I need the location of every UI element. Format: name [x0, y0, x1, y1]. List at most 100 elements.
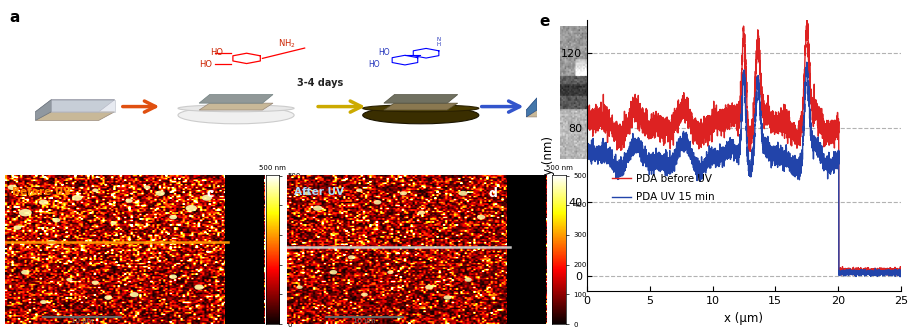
Circle shape	[53, 218, 60, 222]
Polygon shape	[526, 110, 579, 117]
Text: 500 nm: 500 nm	[799, 155, 823, 160]
Circle shape	[297, 285, 303, 289]
Circle shape	[202, 195, 212, 201]
Circle shape	[399, 191, 407, 195]
Circle shape	[92, 281, 99, 285]
PDA UV 15 min	[870, 270, 881, 274]
Circle shape	[46, 240, 56, 245]
Text: 75 nm: 75 nm	[848, 70, 868, 75]
Circle shape	[144, 185, 150, 189]
Circle shape	[21, 270, 29, 275]
Polygon shape	[35, 100, 51, 120]
Polygon shape	[35, 112, 115, 120]
Ellipse shape	[363, 105, 479, 112]
Text: 10 μm: 10 μm	[71, 318, 94, 324]
Circle shape	[425, 285, 433, 290]
Circle shape	[186, 205, 197, 212]
PDA UV 15 min	[895, 275, 905, 279]
PDA UV 15 min	[731, 150, 742, 154]
PDA before UV	[581, 111, 592, 115]
Circle shape	[443, 295, 451, 300]
Polygon shape	[384, 95, 458, 103]
Circle shape	[373, 200, 381, 205]
Text: 3-4 days: 3-4 days	[298, 78, 344, 88]
PDA UV 15 min	[713, 153, 724, 157]
Circle shape	[361, 293, 368, 297]
Circle shape	[110, 221, 116, 225]
Circle shape	[126, 199, 133, 203]
Text: d: d	[489, 187, 498, 200]
Text: NH$_2$: NH$_2$	[278, 37, 296, 50]
PDA UV 15 min	[581, 149, 592, 153]
Circle shape	[313, 206, 322, 211]
Polygon shape	[199, 103, 273, 110]
Circle shape	[92, 189, 98, 192]
Circle shape	[477, 215, 485, 219]
PDA UV 15 min	[802, 60, 813, 64]
Text: e: e	[540, 15, 551, 29]
Circle shape	[329, 270, 338, 274]
Y-axis label: y (nm): y (nm)	[542, 136, 555, 175]
Text: c: c	[207, 187, 214, 200]
PDA UV 15 min	[716, 148, 727, 152]
Text: HO: HO	[199, 60, 212, 69]
Polygon shape	[35, 100, 115, 112]
Circle shape	[39, 200, 48, 205]
Circle shape	[72, 195, 82, 201]
Line: PDA before UV: PDA before UV	[587, 11, 901, 275]
Polygon shape	[526, 98, 579, 110]
PDA UV 15 min	[810, 140, 821, 144]
Circle shape	[19, 209, 32, 216]
Ellipse shape	[178, 107, 294, 124]
Circle shape	[195, 284, 204, 290]
Circle shape	[14, 225, 22, 230]
Circle shape	[418, 211, 425, 215]
Circle shape	[169, 215, 177, 219]
Text: 500 nm: 500 nm	[259, 165, 286, 171]
Circle shape	[465, 278, 471, 282]
Circle shape	[388, 270, 393, 274]
Circle shape	[105, 295, 112, 300]
PDA before UV	[895, 269, 906, 273]
PDA before UV	[870, 268, 881, 272]
PDA before UV	[895, 273, 905, 277]
Circle shape	[356, 189, 362, 192]
Ellipse shape	[363, 107, 479, 124]
Text: 500 nm: 500 nm	[546, 165, 572, 171]
Legend: PDA before UV, PDA UV 15 min: PDA before UV, PDA UV 15 min	[608, 170, 719, 207]
Text: HO: HO	[368, 60, 379, 69]
Text: After UV: After UV	[295, 187, 344, 197]
Text: HO: HO	[209, 48, 223, 57]
Polygon shape	[51, 100, 115, 112]
Circle shape	[40, 300, 46, 304]
Polygon shape	[384, 103, 458, 110]
Circle shape	[156, 191, 165, 196]
PDA before UV	[810, 112, 821, 116]
Polygon shape	[526, 98, 537, 117]
Text: b: b	[564, 52, 572, 65]
PDA before UV	[802, 9, 813, 13]
PDA before UV	[731, 111, 742, 115]
Text: a: a	[9, 10, 19, 25]
Line: PDA UV 15 min: PDA UV 15 min	[587, 62, 901, 277]
Circle shape	[130, 292, 138, 297]
Polygon shape	[199, 95, 273, 103]
Ellipse shape	[178, 105, 294, 112]
Bar	[225, 175, 264, 324]
Circle shape	[459, 191, 468, 196]
Text: 10 μm: 10 μm	[353, 318, 376, 324]
PDA before UV	[713, 118, 724, 121]
PDA UV 15 min	[885, 271, 896, 275]
Circle shape	[7, 185, 17, 190]
Circle shape	[304, 191, 311, 195]
Circle shape	[66, 278, 73, 281]
X-axis label: x (μm): x (μm)	[724, 312, 763, 325]
PDA UV 15 min	[895, 270, 906, 274]
Text: Before UV: Before UV	[13, 187, 72, 197]
Bar	[507, 175, 546, 324]
PDA before UV	[885, 269, 896, 273]
Text: HO: HO	[379, 48, 390, 57]
Circle shape	[169, 274, 177, 279]
Text: N
H: N H	[437, 36, 440, 47]
Circle shape	[348, 255, 355, 260]
